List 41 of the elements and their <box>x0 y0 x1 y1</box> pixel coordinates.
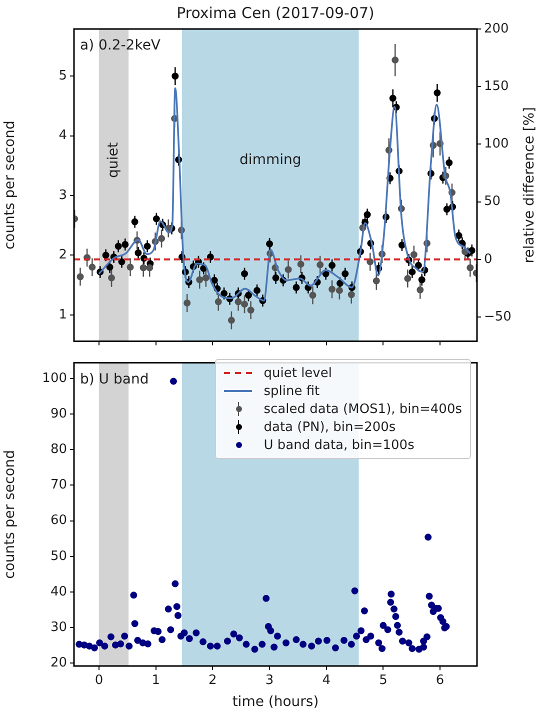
y-tick-label: 1 <box>58 307 67 322</box>
y2-axis-title: relative difference [%] <box>522 106 538 264</box>
y-tick-label: 5 <box>58 68 67 84</box>
x-tick-label: 3 <box>265 673 274 688</box>
annotation: a) 0.2-2keV <box>80 38 161 54</box>
y2-tick-label: 50 <box>484 194 501 210</box>
legend-label: spline fit <box>264 384 320 398</box>
y-tick-label: 20 <box>50 656 67 671</box>
x-tick-label: 2 <box>208 673 217 688</box>
y-tick-label: 40 <box>50 584 67 600</box>
legend-label: quiet level <box>264 366 332 380</box>
x-tick-label: 5 <box>379 673 388 688</box>
legend-label: U band data, bin=100s <box>264 438 414 452</box>
y2-tick-label: 100 <box>484 136 509 152</box>
y-tick-label: 80 <box>50 442 67 458</box>
legend-label: data (PN), bin=200s <box>264 420 396 434</box>
x-tick-label: 6 <box>436 673 444 688</box>
y-tick-label: 90 <box>50 406 67 422</box>
y-tick-label: 4 <box>58 128 67 144</box>
legend-label: scaled data (MOS1), bin=400s <box>264 402 462 416</box>
y-tick-label: 30 <box>50 620 67 635</box>
x-tick-label: 4 <box>322 673 331 688</box>
annotation: b) U band <box>80 371 149 388</box>
y-tick-label: 100 <box>42 370 67 386</box>
y-axis-title: counts per second <box>2 120 18 250</box>
x-tick-label: 1 <box>152 673 160 688</box>
y2-tick-label: −50 <box>484 309 512 324</box>
band-label: quiet <box>105 142 122 178</box>
x-axis-title: time (hours) <box>232 694 319 710</box>
y-tick-label: 50 <box>50 548 67 564</box>
x-tick-label: 0 <box>94 673 104 688</box>
y-tick-label: 3 <box>58 188 67 203</box>
chart-title: Proxima Cen (2017-09-07) <box>176 4 374 22</box>
band-label: dimming <box>240 152 302 168</box>
y2-tick-label: 150 <box>484 78 509 94</box>
y-tick-label: 2 <box>58 248 67 263</box>
y-tick-label: 60 <box>50 513 67 528</box>
y2-tick-label: 0 <box>484 252 492 267</box>
y-tick-label: 70 <box>50 478 67 493</box>
y2-tick-label: 200 <box>484 21 509 36</box>
y-axis-title: counts per second <box>2 450 18 579</box>
